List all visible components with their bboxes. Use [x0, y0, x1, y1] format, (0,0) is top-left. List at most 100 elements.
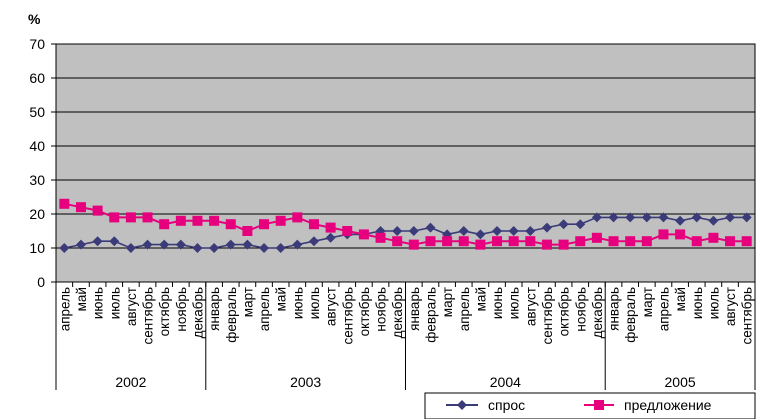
year-label: 2004	[490, 374, 521, 390]
y-tick-label: 10	[29, 240, 45, 256]
data-point	[525, 236, 536, 247]
data-point	[625, 212, 636, 223]
data-point	[225, 239, 236, 250]
data-point	[658, 212, 669, 223]
data-point	[725, 236, 736, 247]
legend-label-supply: предложение	[624, 397, 712, 413]
x-tick-label: октябрь	[557, 287, 572, 336]
data-point	[209, 243, 220, 253]
data-point	[691, 212, 702, 223]
y-axis-unit: %	[28, 11, 41, 27]
data-point	[275, 215, 286, 226]
data-point	[475, 229, 486, 240]
data-point	[259, 219, 270, 230]
data-point	[109, 212, 120, 223]
x-tick-label: октябрь	[157, 287, 172, 336]
data-point	[608, 236, 619, 247]
data-point	[575, 236, 586, 247]
data-point	[59, 243, 70, 253]
x-tick-label: май	[673, 287, 688, 311]
x-tick-label: ноябрь	[374, 287, 389, 332]
x-tick-label: июнь	[690, 287, 705, 319]
data-point	[142, 239, 153, 250]
data-point	[408, 239, 419, 250]
y-tick-label: 70	[29, 36, 45, 52]
x-tick-label: март	[640, 287, 655, 317]
data-point	[625, 236, 636, 247]
data-point	[575, 219, 586, 230]
data-point	[425, 222, 436, 233]
data-point	[392, 226, 403, 236]
data-point	[675, 229, 686, 240]
data-point	[591, 232, 602, 243]
data-point	[325, 232, 336, 243]
data-point	[725, 212, 736, 223]
y-tick-label: 50	[29, 104, 45, 120]
x-tick-label: ноябрь	[174, 287, 189, 332]
data-point	[342, 226, 353, 236]
legend-marker-demand	[457, 400, 467, 410]
data-point	[375, 232, 386, 243]
data-point	[608, 212, 619, 223]
data-point	[492, 226, 503, 236]
data-point	[308, 236, 319, 247]
data-point	[458, 236, 469, 247]
series-group	[59, 198, 752, 253]
data-point	[492, 236, 503, 247]
data-point	[259, 243, 270, 253]
data-point	[741, 212, 752, 223]
data-point	[541, 222, 552, 233]
x-tick-label: февраль	[423, 287, 438, 343]
data-point	[75, 239, 86, 250]
data-point	[358, 229, 369, 240]
x-tick-label: февраль	[623, 287, 638, 343]
data-point	[425, 236, 436, 247]
data-point	[159, 219, 170, 230]
data-point	[541, 239, 552, 250]
data-point	[691, 236, 702, 247]
data-point	[458, 226, 469, 236]
data-point	[525, 226, 536, 236]
x-tick-label: декабрь	[190, 287, 205, 338]
data-point	[708, 232, 719, 243]
x-tick-label: август	[723, 287, 738, 326]
data-point	[308, 219, 319, 230]
data-point	[275, 243, 286, 253]
plot-area	[56, 44, 755, 282]
data-point	[325, 222, 336, 233]
x-tick-label: декабрь	[390, 287, 405, 338]
data-point	[442, 236, 453, 247]
y-tick-label: 40	[29, 138, 45, 154]
data-point	[408, 226, 419, 236]
x-tick-label: июль	[507, 287, 522, 319]
x-tick-label: апрель	[57, 287, 72, 331]
data-point	[92, 205, 103, 216]
data-point	[508, 226, 519, 236]
data-point	[92, 236, 103, 247]
data-point	[292, 212, 303, 223]
x-tick-label: сентябрь	[740, 287, 755, 344]
data-point	[475, 239, 486, 250]
x-tick-label: сентябрь	[141, 287, 156, 344]
x-tick-label: апрель	[457, 287, 472, 331]
x-tick-label: июль	[706, 287, 721, 319]
data-point	[59, 198, 70, 209]
data-point	[641, 236, 652, 247]
year-label: 2002	[115, 374, 146, 390]
legend-marker-supply	[594, 400, 604, 410]
x-tick-label: апрель	[656, 287, 671, 331]
data-point	[192, 215, 203, 226]
x-tick-label: май	[473, 287, 488, 311]
data-point	[641, 212, 652, 223]
data-point	[558, 239, 569, 250]
x-tick-label: октябрь	[357, 287, 372, 336]
data-point	[292, 239, 303, 250]
legend-label-demand: спрос	[488, 397, 525, 413]
data-point	[125, 243, 136, 253]
data-point	[192, 243, 203, 253]
data-point	[209, 215, 220, 226]
x-tick-label: август	[324, 287, 339, 326]
data-point	[142, 212, 153, 223]
x-axis: апрель май июнь июль август сентябрь октябрь но…	[55, 282, 756, 344]
data-point	[109, 236, 120, 247]
